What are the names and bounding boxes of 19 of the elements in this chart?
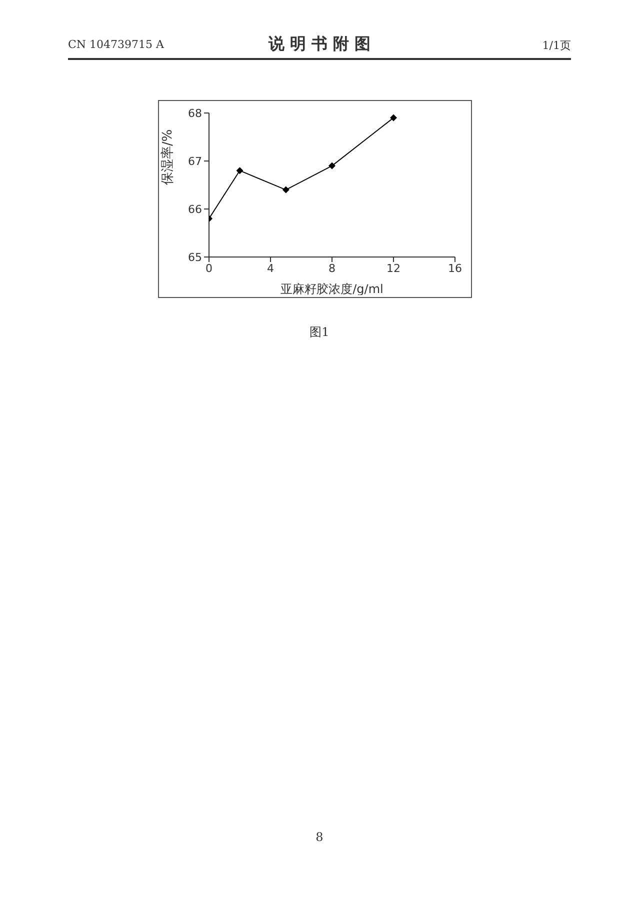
x-tick-label: 16 (448, 262, 462, 275)
y-tick-label: 68 (188, 106, 202, 120)
x-tick-label: 8 (328, 262, 336, 275)
text: 8 (314, 830, 324, 844)
x-tick-label: 12 (386, 262, 400, 275)
point (236, 167, 244, 174)
x-tick-label: 4 (267, 262, 274, 275)
caption: 图1 (308, 324, 330, 341)
chart-title: 说 明 书 附 图 (268, 34, 371, 53)
point (390, 114, 397, 122)
y-axis-title: 保湿率/% (160, 129, 176, 185)
point (328, 162, 336, 170)
point (282, 186, 290, 194)
y-tick-label: 66 (188, 202, 202, 216)
y-tick-label: 65 (188, 250, 202, 264)
y-tick-label: 67 (188, 154, 202, 168)
x-tick-label: 0 (206, 262, 212, 275)
text: CN 104739715 A (68, 38, 164, 51)
text: 1/1页 (542, 38, 571, 53)
